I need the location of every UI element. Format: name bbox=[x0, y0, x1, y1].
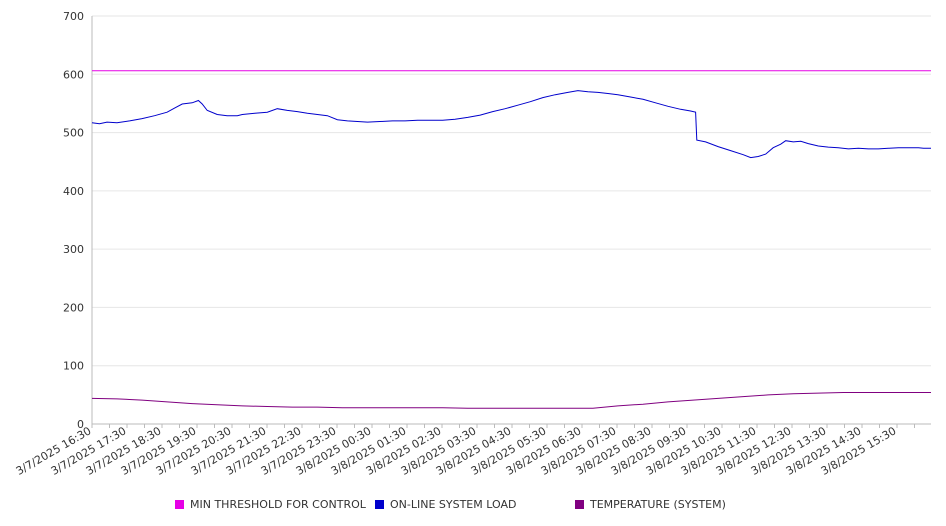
legend-item-system-load[interactable]: ON-LINE SYSTEM LOAD bbox=[375, 498, 516, 511]
series-line-1 bbox=[91, 90, 931, 159]
y-tick-label: 300 bbox=[63, 243, 84, 256]
y-tick-label: 0 bbox=[77, 418, 84, 431]
y-tick-label: 400 bbox=[63, 185, 84, 198]
y-tick-label: 500 bbox=[63, 127, 84, 140]
legend-swatch-temperature bbox=[575, 500, 584, 509]
y-tick-label: 700 bbox=[63, 10, 84, 23]
legend-label-min-threshold: MIN THRESHOLD FOR CONTROL bbox=[190, 498, 366, 511]
legend-swatch-min-threshold bbox=[175, 500, 184, 509]
y-axis-ticks: 0 100 200 300 400 500 600 700 bbox=[63, 10, 84, 431]
y-tick-label: 600 bbox=[63, 68, 84, 81]
grid-lines bbox=[92, 15, 931, 367]
axes bbox=[91, 16, 931, 428]
series-line-2 bbox=[91, 392, 931, 409]
legend-label-temperature: TEMPERATURE (SYSTEM) bbox=[590, 498, 726, 511]
legend-item-temperature[interactable]: TEMPERATURE (SYSTEM) bbox=[575, 498, 726, 511]
legend: MIN THRESHOLD FOR CONTROL ON-LINE SYSTEM… bbox=[0, 498, 946, 514]
y-tick-label: 100 bbox=[63, 360, 84, 373]
legend-label-system-load: ON-LINE SYSTEM LOAD bbox=[390, 498, 517, 511]
legend-item-min-threshold[interactable]: MIN THRESHOLD FOR CONTROL bbox=[175, 498, 366, 511]
series-lines bbox=[91, 70, 931, 409]
legend-swatch-system-load bbox=[375, 500, 384, 509]
x-axis-ticks: 3/7/2025 16:303/7/2025 17:303/7/2025 18:… bbox=[14, 424, 899, 478]
y-tick-label: 200 bbox=[63, 301, 84, 314]
